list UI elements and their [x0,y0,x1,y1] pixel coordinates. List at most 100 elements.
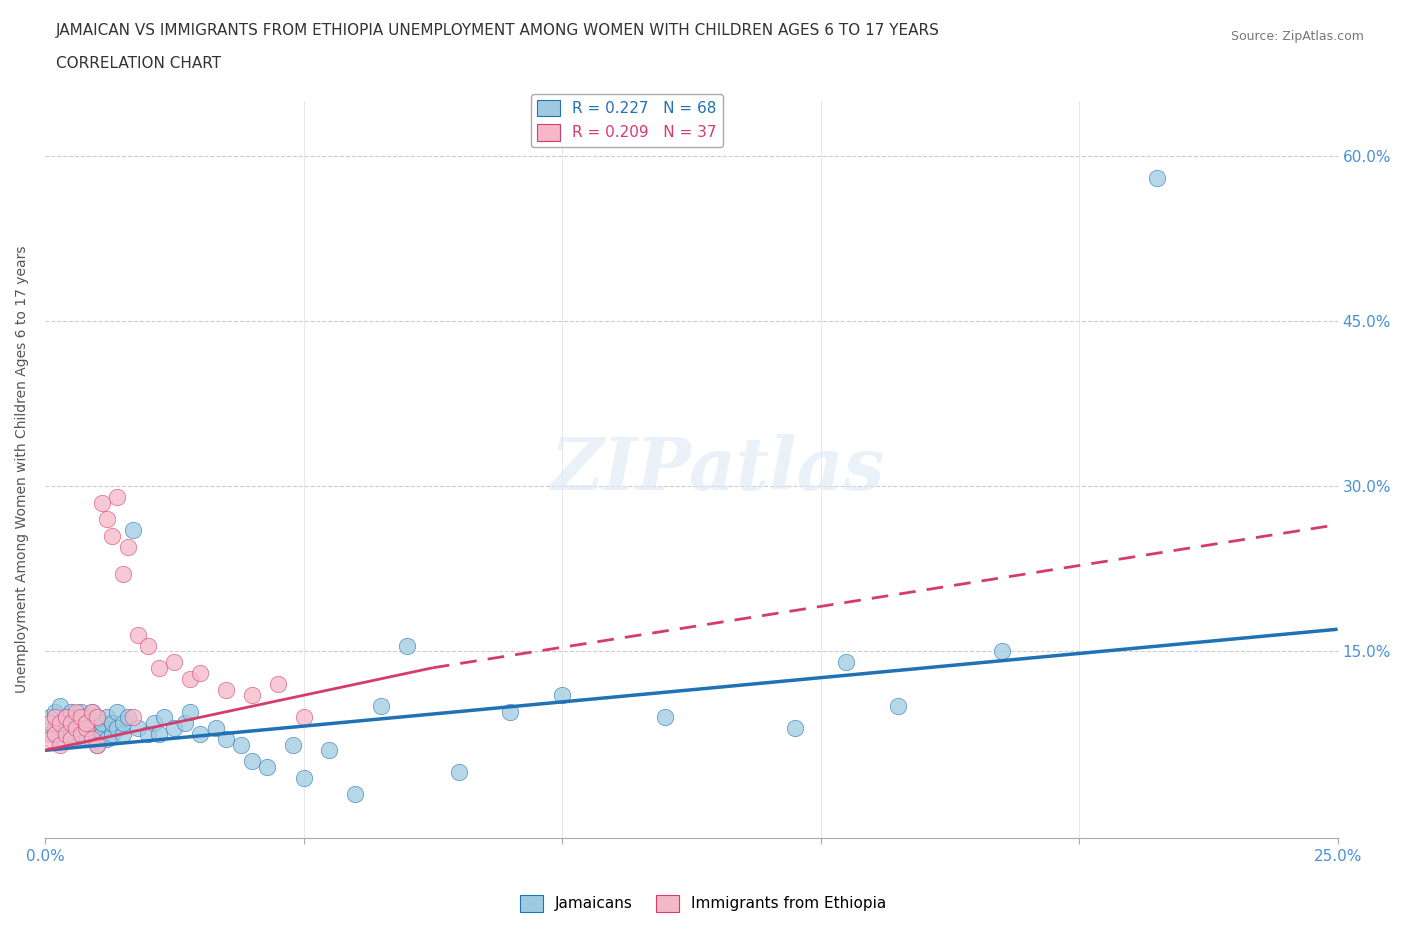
Point [49,732,72,747]
Point [49,698,72,713]
Point [153,710,176,724]
Point [266,677,288,692]
Point [240,754,263,769]
Point [122,523,145,538]
Point [96,512,118,526]
Point [148,660,170,675]
Y-axis label: Unemployment Among Women with Children Ages 6 to 17 years: Unemployment Among Women with Children A… [15,246,30,694]
Point [256,760,278,775]
Point [59,704,82,719]
Point [70,726,93,741]
Point [75,721,97,736]
Point [86,721,108,736]
Point [80,715,103,730]
Point [55,710,77,724]
Text: ZIPatlas: ZIPatlas [550,434,884,505]
Point [75,710,97,724]
Point [318,743,340,758]
Point [39,710,62,724]
Point [990,644,1012,658]
Point [105,721,128,736]
Point [59,715,82,730]
Point [215,683,238,698]
Point [370,698,392,713]
Legend: R = 0.227   N = 68, R = 0.209   N = 37: R = 0.227 N = 68, R = 0.209 N = 37 [530,94,723,147]
Legend: Jamaicans, Immigrants from Ethiopia: Jamaicans, Immigrants from Ethiopia [513,889,893,918]
Point [292,770,315,785]
Point [101,726,124,741]
Point [80,726,103,741]
Point [55,726,77,741]
Point [215,732,238,747]
Point [49,737,72,752]
Point [179,704,201,719]
Text: JAMAICAN VS IMMIGRANTS FROM ETHIOPIA UNEMPLOYMENT AMONG WOMEN WITH CHILDREN AGES: JAMAICAN VS IMMIGRANTS FROM ETHIOPIA UNE… [56,23,941,38]
Point [344,787,367,802]
Point [44,726,66,741]
Point [80,704,103,719]
Point [1146,170,1168,185]
Point [65,721,87,736]
Point [111,715,134,730]
Point [86,737,108,752]
Point [101,528,124,543]
Point [127,721,149,736]
Point [179,671,201,686]
Point [39,732,62,747]
Point [59,732,82,747]
Point [122,710,145,724]
Point [292,710,315,724]
Point [105,704,128,719]
Point [654,710,676,724]
Point [111,726,134,741]
Point [59,715,82,730]
Point [75,732,97,747]
Point [59,726,82,741]
Point [90,495,112,510]
Point [148,726,170,741]
Point [80,732,103,747]
Point [283,737,305,752]
Point [70,726,93,741]
Point [111,566,134,581]
Point [86,710,108,724]
Point [65,721,87,736]
Point [49,715,72,730]
Point [96,732,118,747]
Point [117,710,139,724]
Point [447,765,470,780]
Point [86,737,108,752]
Point [90,726,112,741]
Point [138,726,160,741]
Point [188,666,211,681]
Point [138,638,160,653]
Point [75,721,97,736]
Point [44,721,66,736]
Point [127,628,149,643]
Point [39,726,62,741]
Point [204,721,226,736]
Point [70,715,93,730]
Point [49,715,72,730]
Point [70,704,93,719]
Point [163,655,186,670]
Point [231,737,253,752]
Point [55,721,77,736]
Point [188,726,211,741]
Point [173,715,195,730]
Point [887,698,910,713]
Point [117,539,139,554]
Point [86,710,108,724]
Text: Source: ZipAtlas.com: Source: ZipAtlas.com [1230,30,1364,43]
Point [80,704,103,719]
Point [551,688,574,703]
Point [65,732,87,747]
Point [835,655,858,670]
Point [101,715,124,730]
Point [70,710,93,724]
Point [90,715,112,730]
Text: CORRELATION CHART: CORRELATION CHART [56,56,221,71]
Point [44,710,66,724]
Point [39,715,62,730]
Point [44,704,66,719]
